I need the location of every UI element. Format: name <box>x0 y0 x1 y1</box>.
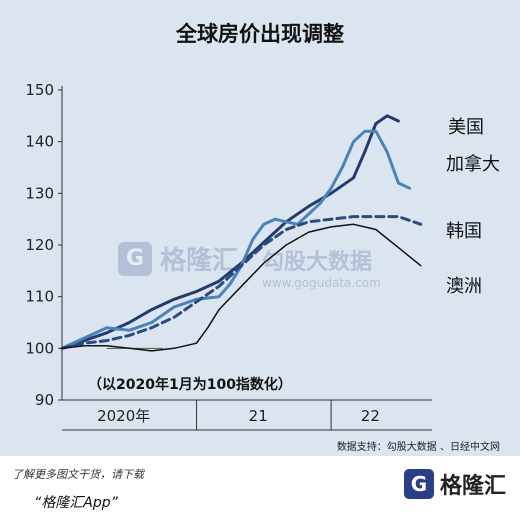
chart-note: （以2020年1月为100指数化） <box>88 377 292 393</box>
data-source: 数据支持：勾股大数据 、日经中文网 <box>336 442 500 453</box>
logo-icon: G <box>403 469 434 499</box>
series-line <box>61 223 422 352</box>
footer-banner: 了解更多图文干货，请下载 “格隆汇App” G 格隆汇 <box>0 456 520 528</box>
y-tick-label: 120 <box>25 236 54 254</box>
series-label: 澳洲 <box>446 276 482 297</box>
footer-app-name: “格隆汇App” <box>34 495 118 511</box>
x-tick-label: 2020年 <box>97 407 150 425</box>
series-line <box>60 129 412 350</box>
series-label: 韩国 <box>446 221 482 242</box>
y-tick-label: 130 <box>25 184 54 202</box>
series-label: 加拿大 <box>446 153 500 175</box>
x-tick-label: 21 <box>249 407 268 425</box>
series-line <box>60 114 400 350</box>
y-tick-label: 110 <box>25 288 54 306</box>
series-label: 美国 <box>448 117 484 138</box>
logo-text: 格隆汇 <box>439 474 506 499</box>
series-line <box>60 215 423 350</box>
y-tick-label: 140 <box>25 133 54 151</box>
chart-title: 全球房价出现调整 <box>176 22 344 46</box>
x-tick-label: 22 <box>361 407 380 425</box>
y-tick-label: 100 <box>25 339 54 357</box>
y-tick-label: 150 <box>25 81 54 99</box>
y-tick-label: 90 <box>35 391 54 409</box>
footer-logo: G 格隆汇 <box>403 468 506 500</box>
footer-line1: 了解更多图文干货，请下载 <box>12 468 144 481</box>
